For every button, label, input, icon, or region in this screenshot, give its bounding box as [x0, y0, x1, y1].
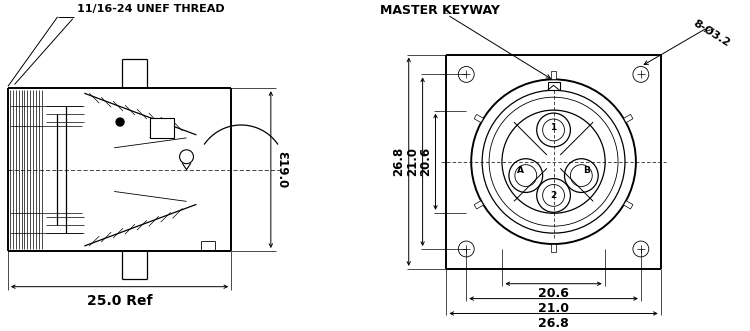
- Bar: [150, 118, 174, 138]
- Text: 26.8: 26.8: [392, 147, 405, 176]
- Text: B: B: [583, 166, 590, 175]
- Text: A: A: [518, 166, 524, 175]
- Text: 20.6: 20.6: [538, 287, 569, 300]
- Polygon shape: [474, 201, 484, 209]
- Text: 25.0 Ref: 25.0 Ref: [87, 294, 152, 307]
- Polygon shape: [474, 115, 484, 123]
- Polygon shape: [551, 71, 556, 79]
- Text: Ɛ19.0: Ɛ19.0: [275, 151, 288, 188]
- Text: 20.6: 20.6: [419, 147, 432, 176]
- Text: 21.0: 21.0: [538, 302, 569, 315]
- Text: 1: 1: [550, 123, 556, 132]
- Polygon shape: [623, 201, 633, 209]
- Text: 11/16-24 UNEF THREAD: 11/16-24 UNEF THREAD: [77, 4, 225, 14]
- Circle shape: [116, 118, 124, 126]
- Bar: [548, 82, 560, 90]
- Polygon shape: [551, 244, 556, 252]
- Text: 21.0: 21.0: [406, 147, 419, 176]
- Polygon shape: [623, 115, 633, 123]
- Text: 8-Ø3.2: 8-Ø3.2: [692, 18, 732, 48]
- Text: MASTER KEYWAY: MASTER KEYWAY: [380, 4, 500, 18]
- Text: 26.8: 26.8: [538, 317, 569, 330]
- Text: 2: 2: [550, 191, 556, 200]
